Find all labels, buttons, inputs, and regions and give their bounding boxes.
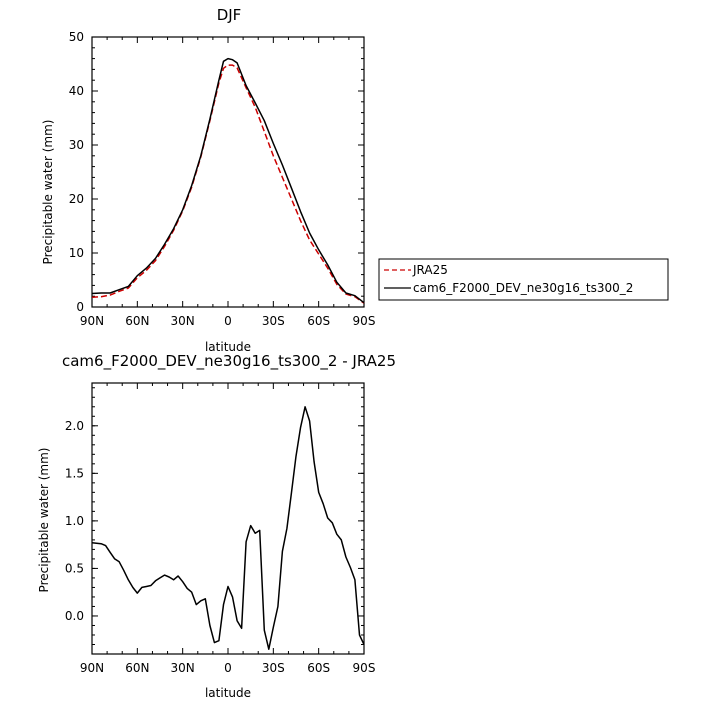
bottom-series-group <box>91 406 365 650</box>
top-x-tick-label: 0 <box>224 314 232 328</box>
top-plot-frame <box>91 36 365 308</box>
top-y-tick-label: 20 <box>69 192 84 206</box>
top-series-line-1 <box>91 57 365 304</box>
bottom-y-tick-label: 1.0 <box>65 514 84 528</box>
top-x-tick-label: 60N <box>125 314 149 328</box>
bottom-x-tick-label: 0 <box>224 661 232 675</box>
bottom-y-tick-label: 1.5 <box>65 466 84 480</box>
bottom-y-tick-label: 2.0 <box>65 419 84 433</box>
legend-box <box>378 258 669 301</box>
top-y-tick-label: 50 <box>69 30 84 44</box>
legend-label-jra25: JRA25 <box>412 263 448 277</box>
top-y-tick-label: 30 <box>69 138 84 152</box>
bottom-y-tick-label: 0.5 <box>65 561 84 575</box>
bottom-x-tick-label: 60S <box>307 661 330 675</box>
top-ticks: 90N 60N 30N 0 30S 60S 90S 0 10 20 30 40 50 <box>69 30 376 328</box>
top-x-axis-label: latitude <box>205 340 251 354</box>
bottom-plot-frame <box>91 382 365 655</box>
bottom-x-tick-label: 30S <box>262 661 285 675</box>
top-chart-title: DJF <box>217 6 242 24</box>
top-x-tick-label: 30S <box>262 314 285 328</box>
top-y-tick-label: 10 <box>69 246 84 260</box>
bottom-x-axis-label: latitude <box>205 686 251 700</box>
top-x-tick-label: 90S <box>353 314 376 328</box>
top-y-tick-label: 40 <box>69 84 84 98</box>
bottom-panel: cam6_F2000_DEV_ne30g16_ts300_2 - JRA25 9… <box>37 352 396 700</box>
bottom-chart-title: cam6_F2000_DEV_ne30g16_ts300_2 - JRA25 <box>62 352 396 371</box>
top-x-tick-label: 60S <box>307 314 330 328</box>
top-y-axis-label: Precipitable water (mm) <box>41 120 55 265</box>
top-panel: DJF 90N 60N 30N 0 30S 60S 90S 0 10 20 30 40 50 latit… <box>41 6 375 354</box>
bottom-series-line-0 <box>91 406 365 650</box>
bottom-x-tick-label: 30N <box>171 661 195 675</box>
top-series-line-0 <box>91 64 365 304</box>
bottom-y-axis-label: Precipitable water (mm) <box>37 448 51 593</box>
bottom-ticks: 90N 60N 30N 0 30S 60S 90S 0.0 0.5 1.0 1.5 2.0 <box>65 383 376 675</box>
bottom-x-tick-label: 90S <box>353 661 376 675</box>
legend: JRA25 cam6_F2000_DEV_ne30g16_ts300_2 <box>378 258 669 301</box>
bottom-x-tick-label: 90N <box>80 661 104 675</box>
top-series-group <box>91 57 365 304</box>
top-x-tick-label: 90N <box>80 314 104 328</box>
bottom-y-tick-label: 0.0 <box>65 609 84 623</box>
bottom-x-tick-label: 60N <box>125 661 149 675</box>
top-y-tick-label: 0 <box>76 300 84 314</box>
legend-label-cam6: cam6_F2000_DEV_ne30g16_ts300_2 <box>413 281 633 295</box>
top-x-tick-label: 30N <box>171 314 195 328</box>
